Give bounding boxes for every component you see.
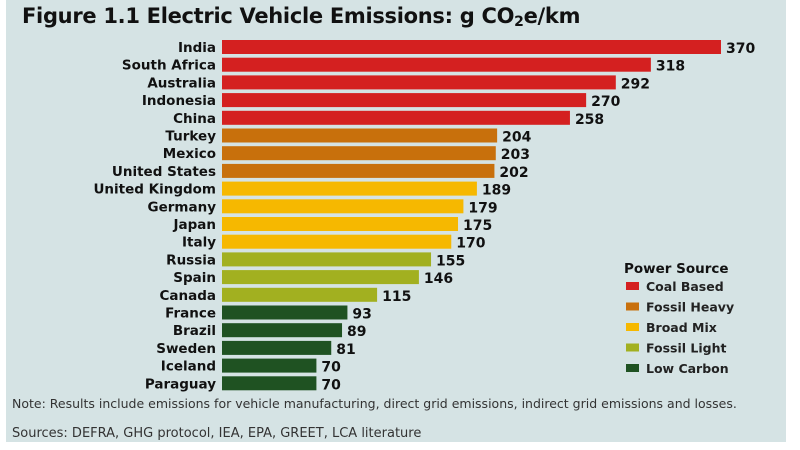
- category-label: Canada: [159, 288, 216, 304]
- category-label: Mexico: [163, 146, 216, 162]
- data-label: 146: [424, 271, 453, 287]
- title-tail: e/km: [523, 4, 581, 28]
- data-label: 189: [482, 183, 511, 199]
- category-label: Italy: [182, 235, 216, 251]
- bar: [222, 287, 378, 302]
- category-label: Russia: [166, 252, 216, 268]
- bar: [222, 217, 459, 231]
- data-label: 115: [382, 289, 411, 305]
- data-label: 155: [436, 253, 465, 269]
- data-label: 70: [321, 360, 341, 376]
- bar: [222, 128, 498, 143]
- bar: [222, 40, 721, 54]
- bar: [222, 93, 587, 108]
- legend-entry: Fossil Light: [646, 341, 727, 356]
- legend-entry: Low Carbon: [646, 361, 729, 376]
- title-main: Figure 1.1 Electric Vehicle Emissions: g…: [22, 4, 515, 28]
- bar: [222, 234, 452, 249]
- bar: [222, 146, 496, 161]
- legend-title: Power Source: [624, 261, 729, 277]
- bar: [222, 57, 651, 72]
- legend-entry: Broad Mix: [646, 320, 717, 335]
- legend-swatch: [626, 364, 639, 372]
- legend-swatch: [626, 343, 639, 352]
- bar: [222, 323, 343, 338]
- data-label: 270: [591, 94, 620, 110]
- legend-entry: Fossil Heavy: [646, 300, 734, 315]
- category-label: Japan: [172, 217, 216, 233]
- data-label: 318: [656, 59, 685, 75]
- category-label: South Africa: [122, 58, 216, 74]
- bar: [222, 252, 432, 267]
- data-label: 204: [502, 130, 531, 146]
- chart-sources: Sources: DEFRA, GHG protocol, IEA, EPA, …: [12, 426, 422, 441]
- category-label: France: [165, 306, 216, 322]
- bar: [222, 163, 495, 178]
- bar: [222, 199, 464, 214]
- category-label: Spain: [173, 270, 216, 286]
- category-label: United Kingdom: [93, 182, 216, 198]
- data-label: 81: [336, 342, 355, 358]
- data-label: 258: [575, 112, 604, 128]
- data-label: 175: [463, 218, 492, 234]
- bar: [222, 376, 317, 391]
- category-label: Indonesia: [142, 93, 216, 109]
- category-label: Sweden: [156, 341, 216, 357]
- legend-swatch: [626, 323, 639, 331]
- data-label: 93: [352, 307, 371, 323]
- data-label: 292: [621, 76, 650, 92]
- data-label: 89: [347, 324, 366, 340]
- data-label: 70: [321, 377, 341, 393]
- category-label: United States: [112, 164, 216, 180]
- bar: [222, 75, 616, 90]
- bar: [222, 110, 570, 125]
- category-label: Germany: [148, 199, 217, 215]
- bar: [222, 270, 419, 285]
- legend-entry: Coal Based: [646, 279, 724, 294]
- data-label: 203: [501, 147, 530, 163]
- category-label: China: [173, 111, 216, 127]
- chart-title: Figure 1.1 Electric Vehicle Emissions: g…: [22, 4, 580, 30]
- category-label: India: [178, 40, 216, 56]
- data-label: 170: [456, 236, 485, 252]
- data-label: 370: [726, 41, 755, 57]
- category-label: Turkey: [165, 129, 216, 145]
- chart-note: Note: Results include emissions for vehi…: [12, 396, 737, 411]
- category-label: Australia: [147, 75, 216, 91]
- category-label: Iceland: [161, 359, 216, 375]
- legend-swatch: [626, 282, 639, 290]
- bar: [222, 340, 332, 355]
- category-label: Brazil: [173, 323, 216, 339]
- title-subscript: 2: [514, 14, 524, 30]
- bar: [222, 358, 317, 373]
- data-label: 202: [499, 165, 528, 181]
- bar: [222, 181, 477, 196]
- bar: [222, 305, 348, 320]
- category-label: Paraguay: [145, 376, 216, 392]
- data-label: 179: [468, 200, 497, 216]
- legend-swatch: [626, 302, 639, 311]
